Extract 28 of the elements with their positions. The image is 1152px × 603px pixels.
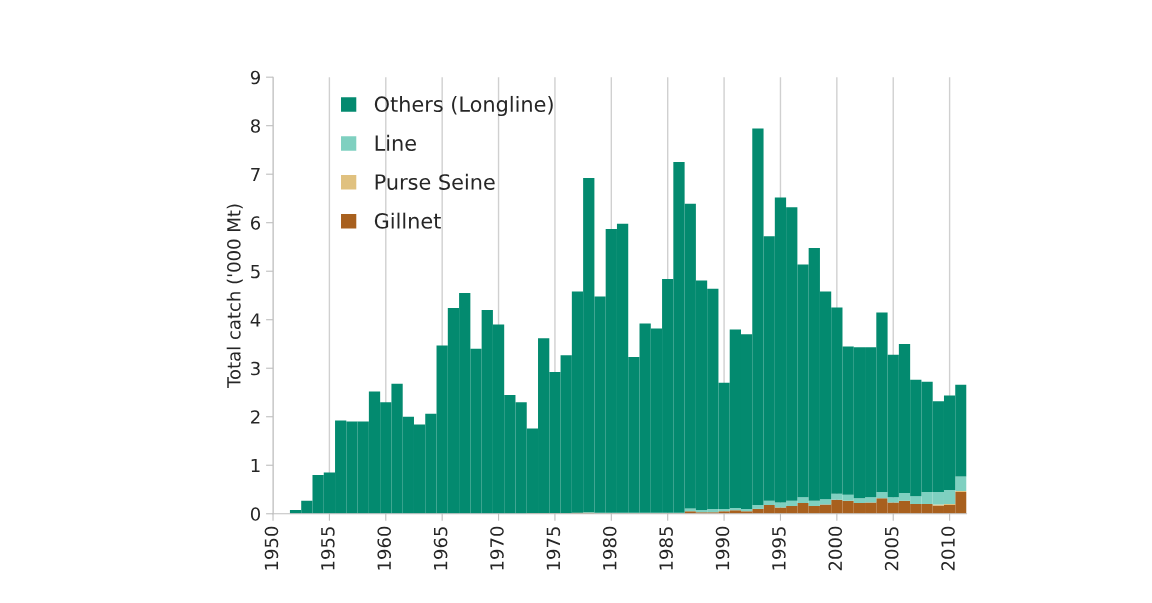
x-tick-label: 1995 (772, 527, 786, 570)
y-tick-label: 5 (251, 264, 260, 279)
x-tick-label: 1990 (715, 526, 730, 570)
y-tick-label: 3 (251, 361, 260, 376)
x-tick-label: 1955 (320, 527, 335, 570)
legend-label: Purse Seine (375, 173, 495, 190)
x-tick-label: 1950 (264, 526, 279, 570)
x-tick-label: 1965 (433, 527, 448, 570)
x-tick-label: 2000 (828, 526, 843, 571)
y-tick-label: 7 (251, 167, 260, 182)
y-tick-label: 1 (251, 458, 260, 473)
y-tick-label: 2 (251, 410, 260, 424)
x-tick-label: 1975 (546, 527, 561, 570)
x-tick-label: 1980 (602, 526, 617, 570)
y-tick-label: 4 (250, 313, 261, 327)
y-tick-label: 0 (250, 507, 261, 521)
x-tick-label: 1985 (659, 527, 673, 570)
y-tick-label: 9 (250, 70, 260, 85)
x-tick-label: 1960 (377, 526, 392, 570)
y-axis-title: Total catch ('000 Mt) (226, 204, 243, 389)
x-tick-label: 2010 (941, 526, 955, 571)
legend-label: Gillnet (374, 212, 441, 229)
legend-label: Line (375, 134, 416, 151)
legend-label: Others (Longline) (374, 95, 553, 117)
y-tick-label: 8 (250, 119, 260, 133)
x-tick-label: 1970 (490, 526, 504, 570)
x-tick-label: 2005 (884, 527, 899, 571)
y-tick-label: 6 (250, 216, 261, 230)
